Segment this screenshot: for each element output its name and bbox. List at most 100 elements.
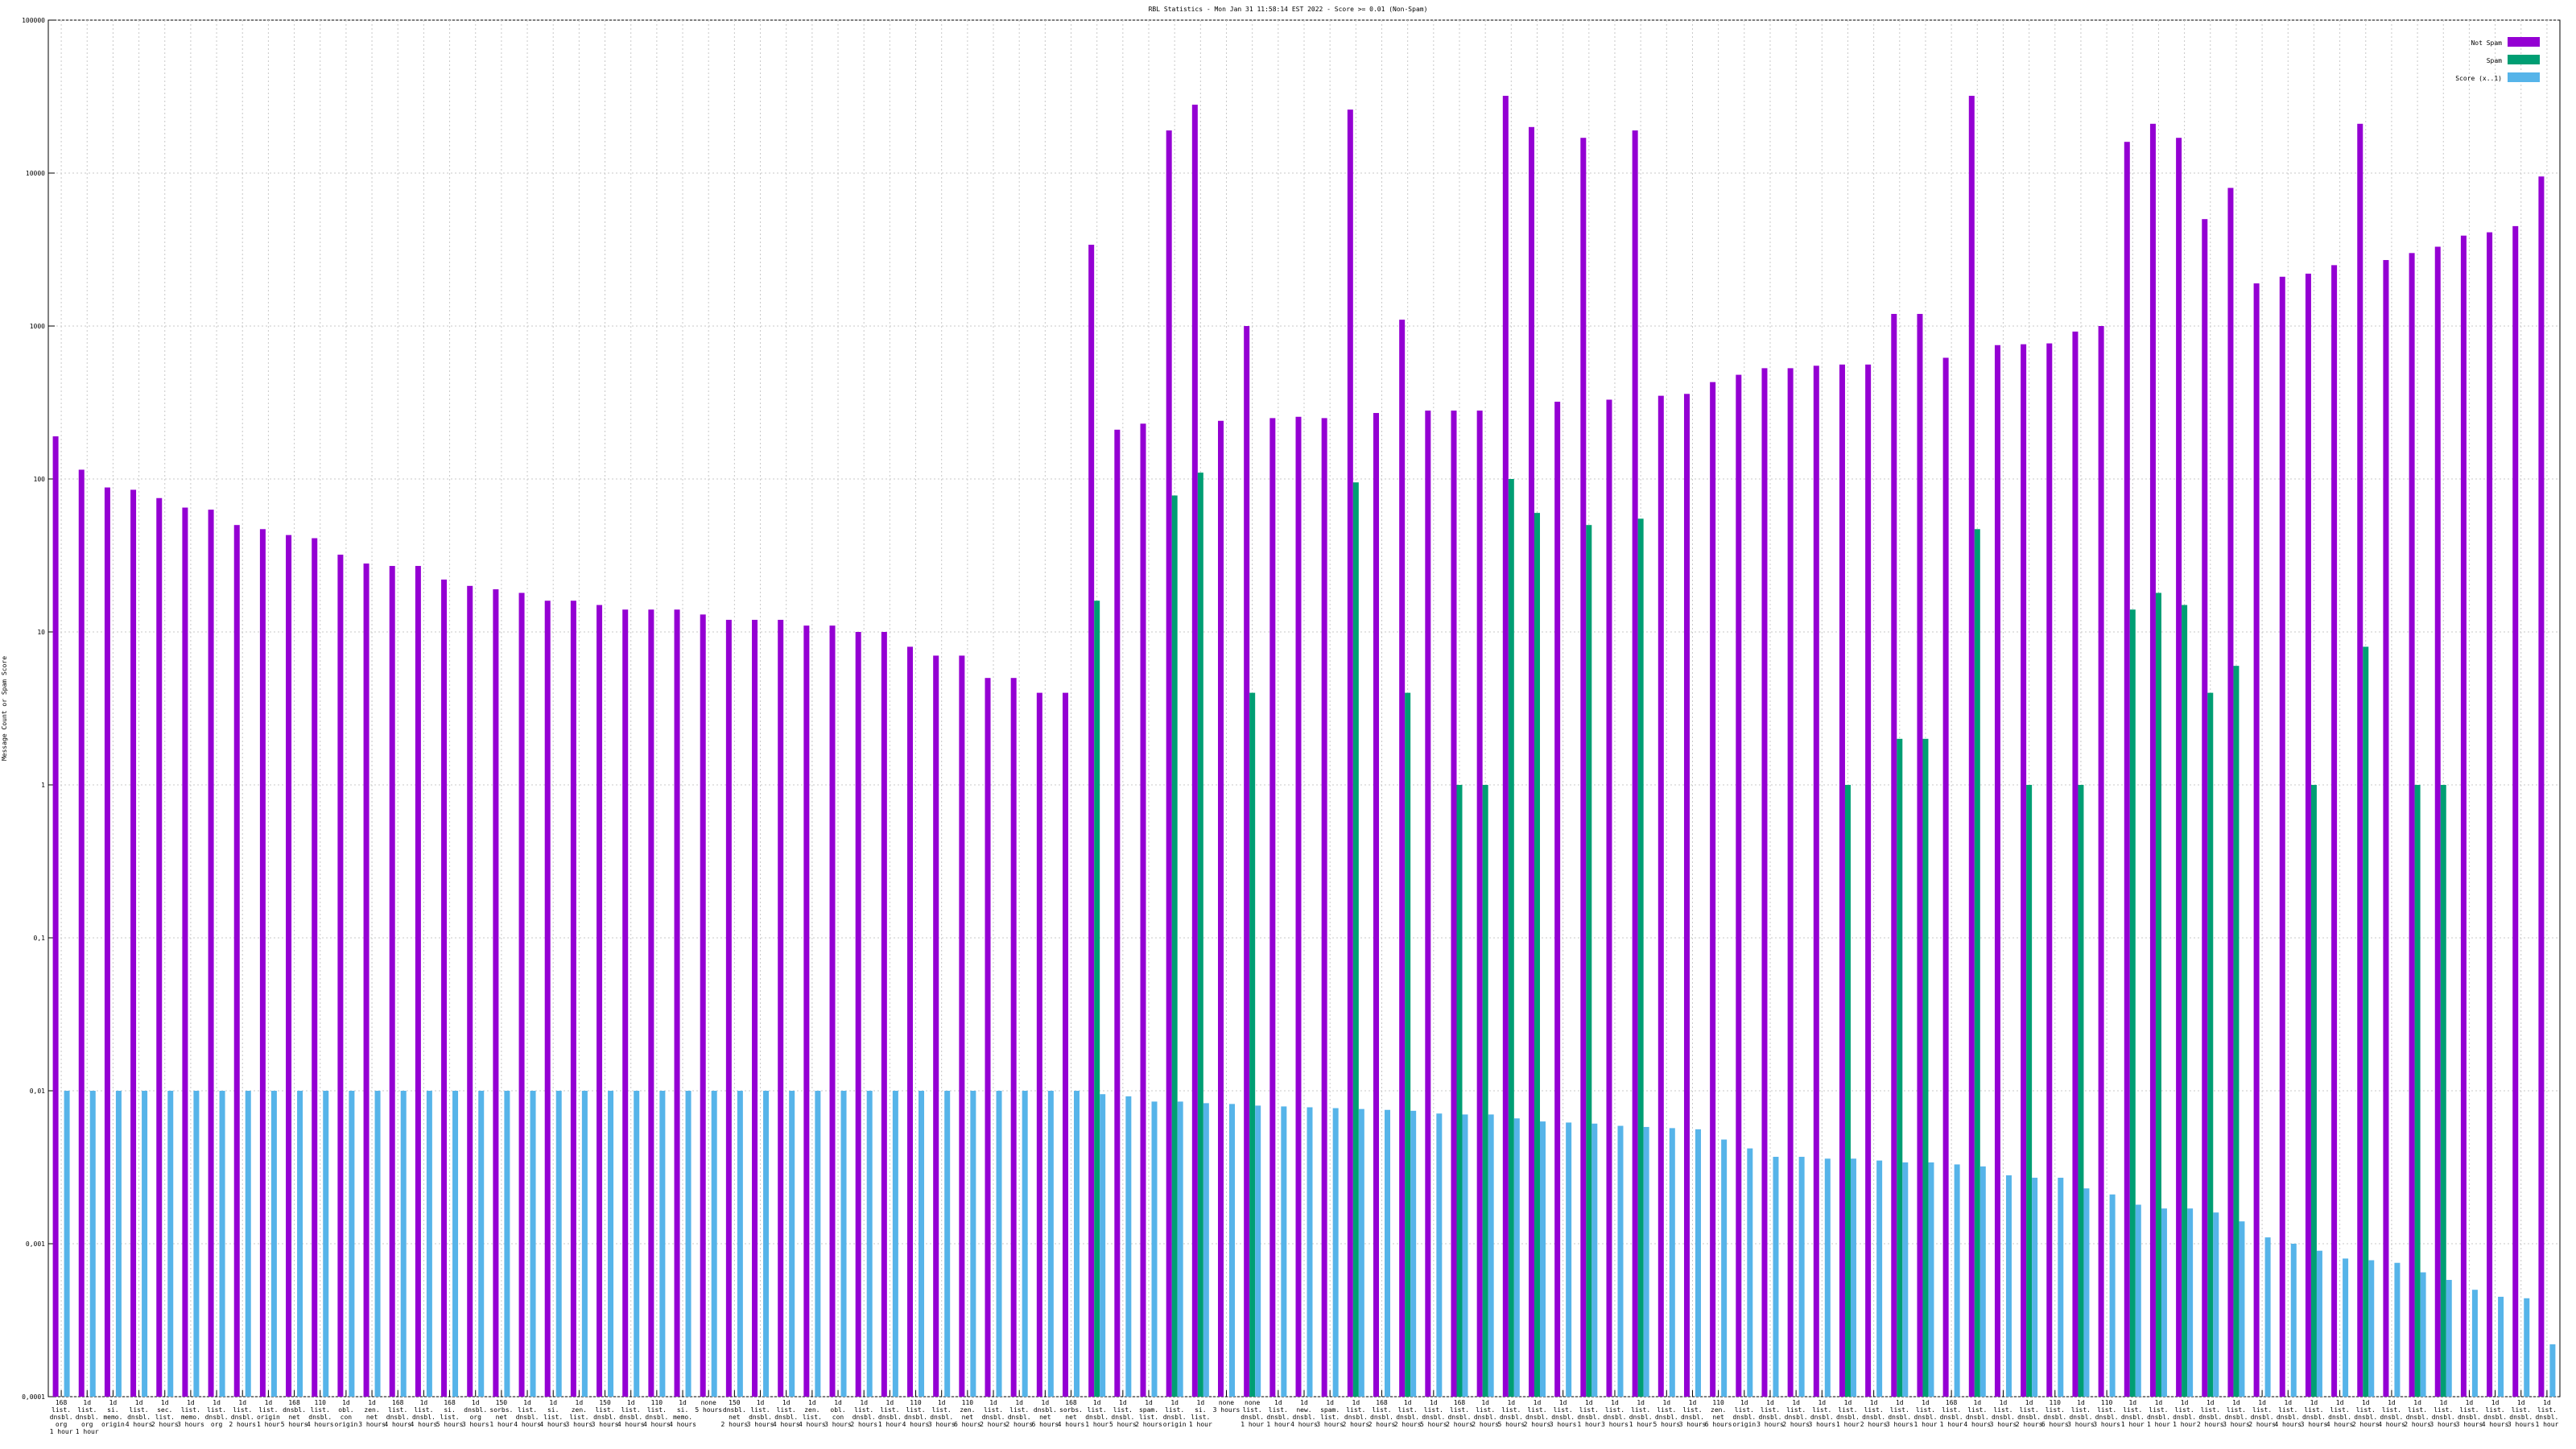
y-tick-label: 0,1 <box>34 935 46 942</box>
bar <box>648 609 654 1397</box>
x-tick-label: 110 list. dnsbl. 6 hours <box>2041 1399 2069 1428</box>
bar <box>78 469 85 1397</box>
bar <box>1307 1107 1313 1397</box>
bar <box>2233 666 2240 1397</box>
bar <box>570 601 576 1397</box>
x-tick-label: 1d si. list. 4 hours <box>539 1399 567 1428</box>
bar <box>711 1091 717 1397</box>
bar <box>1151 1101 1158 1397</box>
bar <box>1114 429 1121 1397</box>
bar <box>2032 1178 2038 1397</box>
bar <box>52 436 59 1397</box>
bar <box>1876 1160 1883 1397</box>
bar <box>855 632 861 1397</box>
bar <box>1191 105 1198 1397</box>
bar <box>1022 1091 1028 1397</box>
x-tick-label: 1d list. dnsbl. 4 hours <box>2274 1399 2301 1428</box>
bar <box>1488 1114 1494 1397</box>
x-tick-label: 1d list. dnsbl. 3 hours <box>1990 1399 2017 1428</box>
bar <box>1528 126 1534 1397</box>
bar <box>1917 313 1923 1397</box>
x-tick-label: 1d list. dnsbl. 5 hours <box>1653 1399 1680 1428</box>
bar <box>763 1091 770 1397</box>
bar <box>2316 1250 2322 1397</box>
x-tick-label: 1d zen. net 3 hours <box>358 1399 386 1428</box>
bar <box>2368 1260 2375 1397</box>
bar <box>233 525 240 1397</box>
bar <box>1269 418 1276 1397</box>
bar <box>1010 678 1017 1397</box>
x-tick-label: 1d list. dnsbl. 3 hours <box>1550 1399 1577 1428</box>
x-tick-label: 1d spam. list. 3 hours <box>1316 1399 1344 1428</box>
bar <box>363 564 369 1397</box>
bar <box>2549 1344 2556 1397</box>
x-tick-label: 1d list. dnsbl. 3 hours <box>2456 1399 2483 1428</box>
bar <box>1197 473 1203 1397</box>
bar <box>2420 1272 2426 1397</box>
bar <box>2538 176 2545 1397</box>
bar <box>737 1091 743 1397</box>
x-tick-label: 1d list. dnsbl. 3 hours <box>2508 1399 2535 1428</box>
bar <box>1897 738 1903 1397</box>
bar <box>1100 1094 1106 1397</box>
bar <box>1643 1126 1649 1397</box>
bar <box>2129 609 2136 1397</box>
bar <box>156 497 163 1397</box>
x-tick-label: 1d dnsbl. net 6 hours <box>1031 1399 1059 1428</box>
bar <box>415 566 421 1397</box>
bar <box>1683 394 1690 1397</box>
bar <box>1476 411 1483 1397</box>
bar <box>1436 1113 1443 1397</box>
bar <box>840 1091 847 1397</box>
bar <box>622 609 629 1397</box>
bar <box>1295 416 1302 1397</box>
bar <box>1321 418 1327 1397</box>
x-tick-label: 168 list. dnsbl. 2 hours <box>1368 1399 1396 1428</box>
bar <box>1534 513 1540 1397</box>
x-tick-label: 1d list. dnsbl. 2 hours <box>1342 1399 1369 1428</box>
bar <box>1580 138 1587 1397</box>
y-tick-label: 10 <box>37 629 45 636</box>
bar <box>996 1091 1002 1397</box>
x-tick-label: 1d si. memo. origin <box>101 1399 125 1428</box>
bar <box>1244 326 1250 1397</box>
y-tick-label: 1000 <box>30 323 45 330</box>
bar <box>2434 246 2441 1397</box>
bar <box>1218 420 1224 1397</box>
bar <box>208 510 214 1397</box>
bar <box>1125 1096 1132 1397</box>
bar <box>881 632 887 1397</box>
chart-title: RBL Statistics - Mon Jan 31 11:58:14 EST… <box>1149 6 1428 13</box>
bar <box>1695 1129 1701 1397</box>
bar <box>1891 313 1897 1397</box>
x-tick-label: 1d list. dnsbl. org 1 hour <box>76 1399 99 1435</box>
bar <box>2363 646 2369 1397</box>
bar <box>167 1091 174 1397</box>
x-tick-label: 1d list. dnsbl. 2 hours <box>2352 1399 2380 1428</box>
bar <box>1508 479 1514 1397</box>
bar <box>674 609 680 1397</box>
x-tick-label: none 3 hours <box>1213 1399 1241 1414</box>
bar <box>907 646 914 1397</box>
x-tick-label: 1d list. dnsbl. 3 hours <box>1601 1399 1629 1428</box>
bar <box>337 555 344 1397</box>
bar <box>2409 253 2415 1397</box>
bar <box>297 1091 303 1397</box>
bar <box>1203 1103 1209 1397</box>
x-tick-label: 150 sorbs. net 1 hour <box>489 1399 513 1428</box>
x-tick-label: none list. dnsbl. 1 hour <box>1241 1399 1264 1428</box>
legend-label: Not Spam <box>2471 39 2502 47</box>
x-tick-label: 168 list. dnsbl. 2 hours <box>1446 1399 1473 1428</box>
x-tick-label: 110 list. dnsbl. 4 hours <box>307 1399 334 1428</box>
x-tick-label: 1d list. dnsbl. 1 hour <box>1266 1399 1290 1428</box>
bar <box>1373 413 1379 1397</box>
x-tick-label: 1d list. dnsbl. 3 hours <box>2067 1399 2095 1428</box>
bar <box>323 1091 329 1397</box>
bar <box>789 1091 795 1397</box>
bar <box>2207 692 2214 1397</box>
bar <box>544 601 551 1397</box>
bar <box>130 489 137 1397</box>
bar <box>1968 96 1975 1397</box>
x-tick-label: 1d list. dnsbl. 2 hours <box>850 1399 877 1428</box>
